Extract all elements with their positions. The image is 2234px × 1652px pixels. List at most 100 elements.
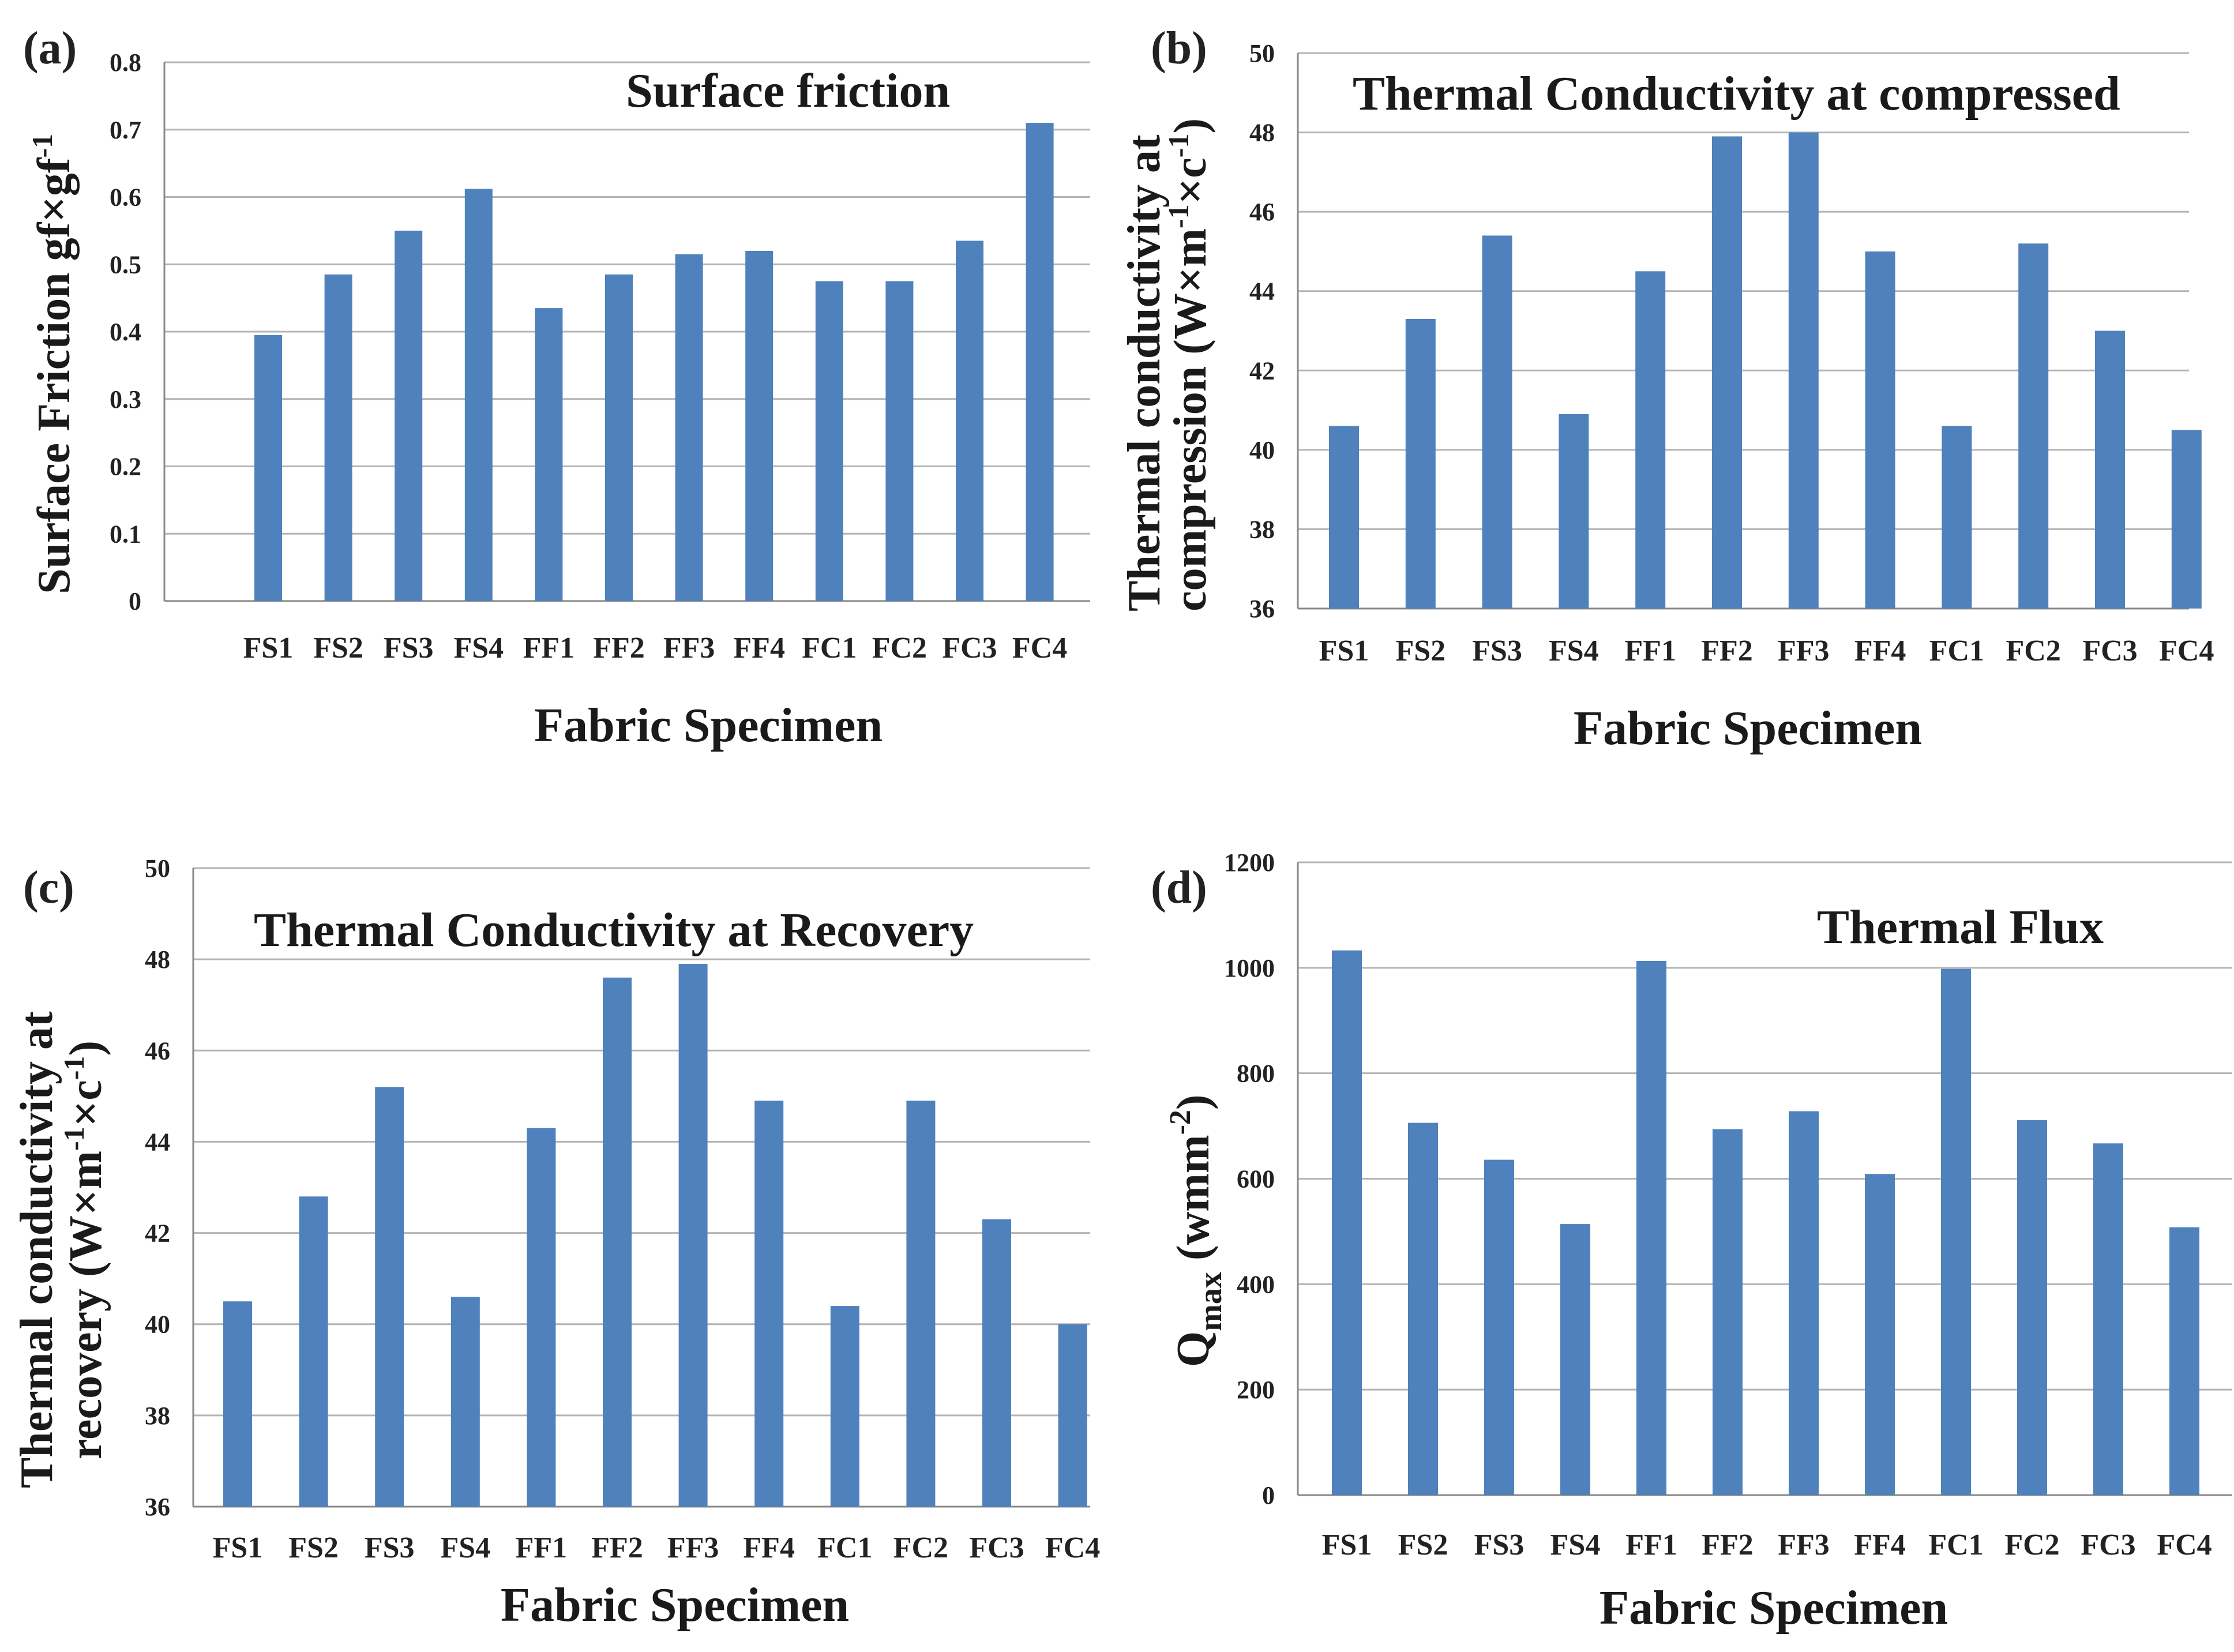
- bar-ff3: [678, 964, 708, 1507]
- x-tick-label: FS3: [384, 632, 434, 664]
- x-tick-label: FS3: [1474, 1529, 1525, 1561]
- x-tick-label: FF2: [593, 632, 645, 664]
- y-tick-label: 38: [145, 1402, 170, 1430]
- x-tick-label: FS1: [1319, 634, 1369, 667]
- chart-title: Surface friction: [626, 64, 950, 118]
- panel-label: (c): [23, 862, 74, 913]
- y-axis-title-line1: Thermal conductivity at: [1119, 134, 1170, 611]
- y-axis-title-end: ): [1168, 1094, 1219, 1110]
- panel-d: (d) Thermal Flux 0 200 400 600 800 1000 1200 F…: [1151, 848, 2232, 1635]
- y-axis-title-line2: compression (W×m-1×c-1): [1162, 118, 1216, 611]
- x-tick-label: FC3: [969, 1531, 1024, 1564]
- x-tick-label: FC3: [2081, 1529, 2135, 1561]
- bar-ff1: [1636, 960, 1666, 1495]
- x-tick-label: FS2: [1395, 634, 1445, 667]
- y-axis-title-sup2: -1: [1162, 134, 1195, 158]
- y-tick-label: 46: [1249, 198, 1275, 226]
- bar-fs1: [254, 335, 282, 601]
- x-tick-label: FS1: [243, 632, 294, 664]
- x-tick-label: FS4: [1549, 634, 1599, 667]
- x-tick-label: FF2: [1701, 634, 1753, 667]
- y-axis-title-sup: -1: [26, 134, 58, 158]
- x-tick-label: FF4: [733, 632, 785, 664]
- x-tick-label: FF4: [1854, 634, 1906, 667]
- y-tick-label: 0.1: [110, 520, 141, 548]
- y-axis-title-sub: max: [1193, 1272, 1229, 1331]
- x-tick-label: FF3: [667, 1531, 719, 1564]
- x-axis-title: Fabric Specimen: [1574, 701, 1922, 755]
- y-axis-title-line2: recovery (W×m-1×c-1): [58, 1041, 111, 1459]
- y-axis-title-line1: Thermal conductivity at: [12, 1011, 62, 1488]
- x-tick-label: FS1: [1322, 1529, 1372, 1561]
- y-tick-label: 0.5: [110, 250, 141, 279]
- y-axis-title-mid: ×c: [61, 1080, 111, 1127]
- bar-ff3: [1788, 132, 1819, 609]
- y-tick-label: 0: [129, 587, 141, 615]
- bar-ff4: [1865, 251, 1895, 609]
- x-tick-label: FS2: [1398, 1529, 1448, 1561]
- bar-fs2: [299, 1196, 328, 1507]
- chart-title: Thermal Flux: [1817, 900, 2104, 954]
- y-axis-title-rest: (wmm: [1168, 1135, 1219, 1272]
- x-tick-label: FC3: [942, 632, 997, 664]
- bar-fc4: [1058, 1324, 1087, 1507]
- y-axis-title-sup1: -1: [58, 1127, 90, 1151]
- panel-c: (c) Thermal Conductivity at Recovery 36 3…: [12, 854, 1100, 1632]
- y-tick-label: 36: [145, 1493, 170, 1521]
- x-tick-label: FF1: [1624, 634, 1676, 667]
- panel-b: (b) Thermal Conductivity at compressed 3…: [1119, 23, 2214, 755]
- bar-fs2: [1408, 1122, 1438, 1495]
- bar-fc2: [885, 281, 914, 601]
- bar-ff3: [1789, 1111, 1819, 1495]
- x-tick-label: FS3: [365, 1531, 415, 1564]
- x-tick-label: FC1: [817, 1531, 872, 1564]
- x-tick-label: FC4: [1012, 632, 1067, 664]
- x-tick-label: FC2: [2006, 634, 2061, 667]
- bar-fc2: [2018, 243, 2049, 609]
- bar-ff3: [675, 254, 703, 601]
- x-tick-label: FS4: [440, 1531, 490, 1564]
- bar-fc1: [1941, 968, 1971, 1495]
- y-tick-label: 44: [1249, 277, 1275, 306]
- x-tick-label: FC4: [2159, 634, 2214, 667]
- y-tick-label: 600: [1237, 1165, 1275, 1193]
- y-axis-title-sup1: -1: [1162, 204, 1195, 228]
- y-tick-label: 1000: [1224, 954, 1275, 982]
- chart-title: Thermal Conductivity at Recovery: [254, 903, 974, 957]
- bar-fs3: [395, 230, 423, 601]
- y-tick-label: 38: [1249, 515, 1275, 543]
- bar-fs2: [1405, 318, 1436, 609]
- bar-fs3: [375, 1087, 404, 1507]
- bar-ff4: [745, 250, 774, 601]
- y-axis-title-line2-text: recovery (W×m: [61, 1151, 111, 1459]
- y-tick-label: 46: [145, 1037, 170, 1065]
- bar-fs1: [223, 1301, 252, 1507]
- x-tick-label: FC1: [802, 632, 857, 664]
- y-axis-title-q: Q: [1168, 1331, 1219, 1367]
- bar-ff1: [535, 308, 563, 601]
- x-tick-label: FC2: [872, 632, 927, 664]
- x-axis-title: Fabric Specimen: [534, 699, 883, 752]
- bar-fc3: [2095, 331, 2125, 609]
- x-tick-label: FF1: [523, 632, 575, 664]
- x-axis-title: Fabric Specimen: [1600, 1581, 1948, 1635]
- y-axis-title-sup: -2: [1164, 1110, 1197, 1135]
- bar-fs4: [464, 189, 493, 601]
- y-axis-title-end: ): [1165, 118, 1216, 134]
- y-tick-label: 0.3: [110, 385, 141, 414]
- y-axis-title: Qmax (wmm-2): [1164, 1094, 1229, 1367]
- panel-label: (d): [1151, 862, 1207, 913]
- bar-fc4: [2169, 1227, 2199, 1495]
- x-tick-label: FF4: [743, 1531, 795, 1564]
- y-tick-label: 40: [145, 1311, 170, 1339]
- y-tick-label: 42: [1249, 356, 1275, 385]
- x-tick-label: FF1: [516, 1531, 568, 1564]
- panel-a: (a) Surface friction 0 0.1 0.2 0.3 0.4 0.5 0.6…: [23, 23, 1090, 752]
- bar-fc1: [830, 1306, 859, 1507]
- bar-fc3: [982, 1219, 1011, 1507]
- x-tick-label: FC4: [2157, 1529, 2212, 1561]
- y-tick-label: 48: [145, 945, 170, 974]
- bar-fc1: [1942, 426, 1972, 609]
- x-tick-label: FC1: [1928, 1529, 1983, 1561]
